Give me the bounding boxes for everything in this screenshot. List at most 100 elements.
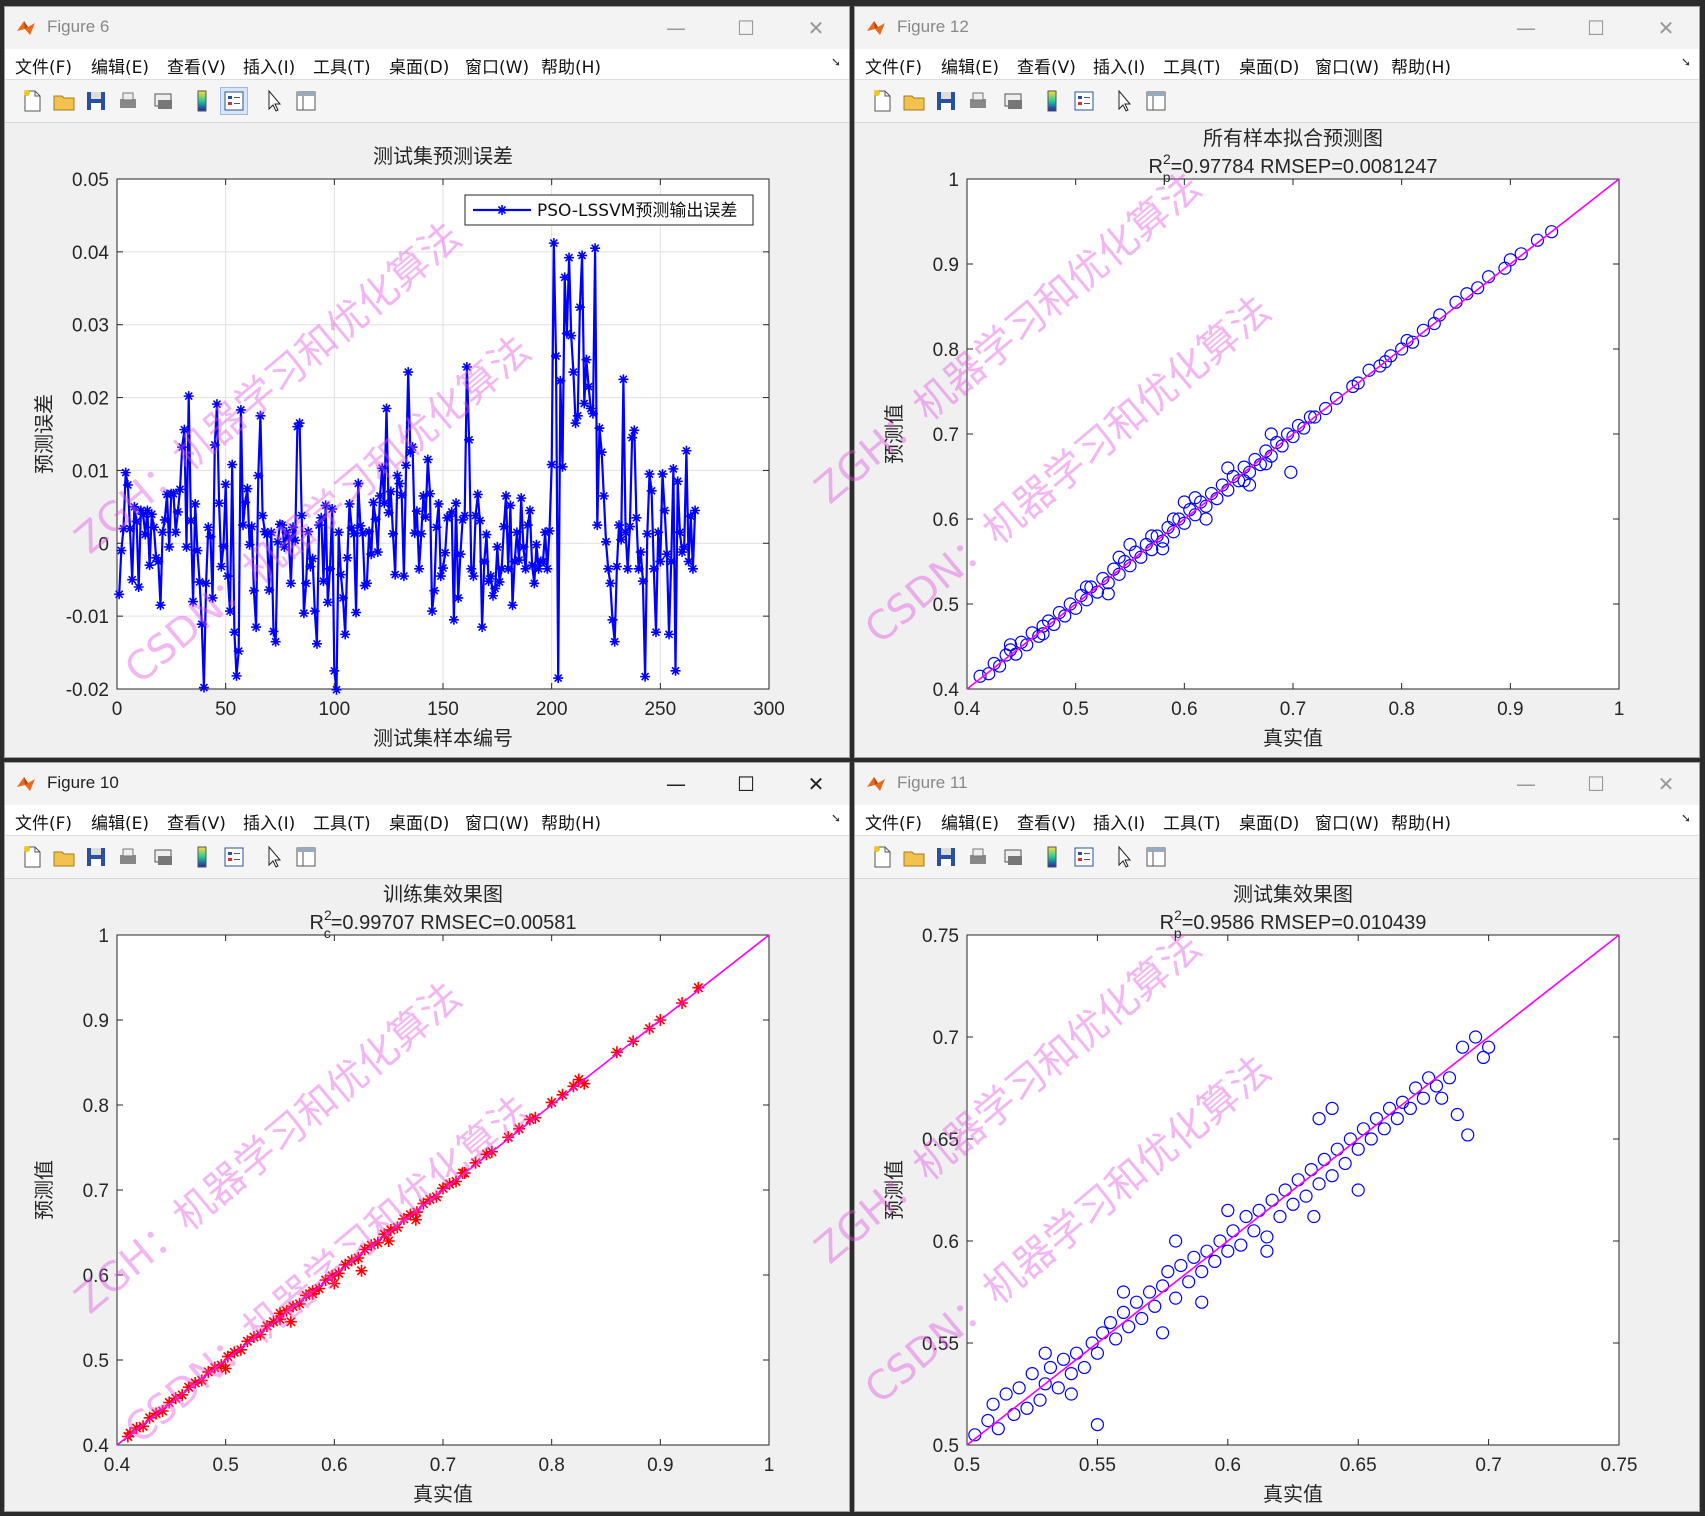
menu-item[interactable]: 桌面(D) <box>389 58 450 78</box>
menu-item[interactable]: 窗口(W) <box>1315 814 1380 834</box>
close-button[interactable]: ✕ <box>1657 16 1675 40</box>
menu-item[interactable]: 帮助(H) <box>1391 814 1452 834</box>
pointer-icon[interactable] <box>261 88 287 114</box>
close-button[interactable]: ✕ <box>807 16 825 40</box>
print-icon[interactable] <box>965 844 991 870</box>
minimize-button[interactable]: — <box>666 772 686 796</box>
menu-item[interactable]: 编辑(E) <box>91 58 150 78</box>
menu-item[interactable]: 文件(F) <box>15 58 73 78</box>
data-point <box>564 252 575 263</box>
colorbar-icon[interactable] <box>1039 88 1065 114</box>
menu-item[interactable]: 查看(V) <box>1017 58 1076 78</box>
matlab-icon <box>17 21 35 35</box>
menu-item[interactable]: 帮助(H) <box>541 814 602 834</box>
print-icon[interactable] <box>115 844 141 870</box>
legend-icon[interactable] <box>221 844 247 870</box>
minimize-button[interactable]: — <box>1516 16 1536 40</box>
menu-item[interactable]: 插入(I) <box>243 58 296 78</box>
figure-6-window[interactable]: Figure 6 — ☐ ✕ 文件(F) 编辑(E) 查看(V) 插入(I) 工具(T)… <box>4 6 850 758</box>
menu-item[interactable]: 帮助(H) <box>541 58 602 78</box>
menu-item[interactable]: 文件(F) <box>865 58 923 78</box>
menu-item[interactable]: 查看(V) <box>167 58 226 78</box>
legend-icon[interactable] <box>220 87 248 115</box>
print-preview-icon[interactable] <box>151 844 177 870</box>
open-folder-icon[interactable] <box>51 844 77 870</box>
menu-item[interactable]: 窗口(W) <box>465 814 530 834</box>
save-icon[interactable] <box>83 844 109 870</box>
colorbar-icon[interactable] <box>189 88 215 114</box>
menu-item[interactable]: 工具(T) <box>313 58 371 78</box>
new-file-icon[interactable] <box>19 844 45 870</box>
menu-item[interactable]: 工具(T) <box>313 814 371 834</box>
pointer-icon[interactable] <box>261 844 287 870</box>
menu-item[interactable]: 文件(F) <box>15 814 73 834</box>
pointer-icon[interactable] <box>1111 844 1137 870</box>
save-icon[interactable] <box>83 88 109 114</box>
menu-dock-arrow-icon[interactable]: ➘ <box>1680 811 1691 825</box>
menu-item[interactable]: 窗口(W) <box>465 58 530 78</box>
data-point <box>1468 1030 1483 1044</box>
new-file-icon[interactable] <box>869 844 895 870</box>
new-file-icon[interactable] <box>869 88 895 114</box>
property-editor-icon[interactable] <box>293 88 319 114</box>
menu-item[interactable]: 插入(I) <box>243 814 296 834</box>
x-tick-label: 200 <box>536 699 568 720</box>
menu-item[interactable]: 工具(T) <box>1163 58 1221 78</box>
menu-item[interactable]: 桌面(D) <box>1239 58 1300 78</box>
minimize-button[interactable]: — <box>666 16 686 40</box>
print-icon[interactable] <box>965 88 991 114</box>
legend[interactable]: PSO-LSSVM预测输出误差 <box>464 194 754 226</box>
minimize-button[interactable]: — <box>1516 772 1536 796</box>
menu-item[interactable]: 编辑(E) <box>941 814 1000 834</box>
menu-item[interactable]: 桌面(D) <box>1239 814 1300 834</box>
maximize-button[interactable]: ☐ <box>1587 16 1605 40</box>
menu-item[interactable]: 帮助(H) <box>1391 58 1452 78</box>
colorbar-icon[interactable] <box>1039 844 1065 870</box>
legend-icon[interactable] <box>1071 88 1097 114</box>
close-button[interactable]: ✕ <box>807 772 825 796</box>
menu-item[interactable]: 查看(V) <box>167 814 226 834</box>
new-file-icon[interactable] <box>19 88 45 114</box>
property-editor-icon[interactable] <box>1143 844 1169 870</box>
pointer-icon[interactable] <box>1111 88 1137 114</box>
titlebar[interactable]: Figure 11 — ☐ ✕ <box>855 763 1699 805</box>
maximize-button[interactable]: ☐ <box>737 772 755 796</box>
save-icon[interactable] <box>933 844 959 870</box>
menu-item[interactable]: 插入(I) <box>1093 58 1146 78</box>
menu-item[interactable]: 查看(V) <box>1017 814 1076 834</box>
property-editor-icon[interactable] <box>293 844 319 870</box>
titlebar[interactable]: Figure 12 — ☐ ✕ <box>855 7 1699 49</box>
menu-item[interactable]: 文件(F) <box>865 814 923 834</box>
menu-item[interactable]: 编辑(E) <box>91 814 150 834</box>
menu-item[interactable]: 编辑(E) <box>941 58 1000 78</box>
menu-dock-arrow-icon[interactable]: ➘ <box>830 811 841 825</box>
figure-10-window[interactable]: Figure 10 — ☐ ✕ 文件(F) 编辑(E) 查看(V) 插入(I) 工具(T… <box>4 762 850 1512</box>
open-folder-icon[interactable] <box>901 844 927 870</box>
save-icon[interactable] <box>933 88 959 114</box>
maximize-button[interactable]: ☐ <box>1587 772 1605 796</box>
colorbar-icon[interactable] <box>189 844 215 870</box>
print-preview-icon[interactable] <box>1001 88 1027 114</box>
print-preview-icon[interactable] <box>1001 844 1027 870</box>
menu-item[interactable]: 插入(I) <box>1093 814 1146 834</box>
menu-dock-arrow-icon[interactable]: ➘ <box>1680 55 1691 69</box>
data-point <box>307 553 318 564</box>
data-point <box>163 1396 176 1409</box>
print-icon[interactable] <box>115 88 141 114</box>
open-folder-icon[interactable] <box>901 88 927 114</box>
menu-item[interactable]: 窗口(W) <box>1315 58 1380 78</box>
menu-item[interactable]: 桌面(D) <box>389 814 450 834</box>
menu-dock-arrow-icon[interactable]: ➘ <box>830 55 841 69</box>
close-button[interactable]: ✕ <box>1657 772 1675 796</box>
titlebar[interactable]: Figure 6 — ☐ ✕ <box>5 7 849 49</box>
menu-item[interactable]: 工具(T) <box>1163 814 1221 834</box>
titlebar[interactable]: Figure 10 — ☐ ✕ <box>5 763 849 805</box>
maximize-button[interactable]: ☐ <box>737 16 755 40</box>
legend-icon[interactable] <box>1071 844 1097 870</box>
property-editor-icon[interactable] <box>1143 88 1169 114</box>
figure-11-window[interactable]: Figure 11 — ☐ ✕ 文件(F) 编辑(E) 查看(V) 插入(I) 工具(T… <box>854 762 1700 1512</box>
print-preview-icon[interactable] <box>151 88 177 114</box>
figure-12-window[interactable]: Figure 12 — ☐ ✕ 文件(F) 编辑(E) 查看(V) 插入(I) 工具(T… <box>854 6 1700 758</box>
open-folder-icon[interactable] <box>51 88 77 114</box>
data-point <box>254 1328 267 1341</box>
